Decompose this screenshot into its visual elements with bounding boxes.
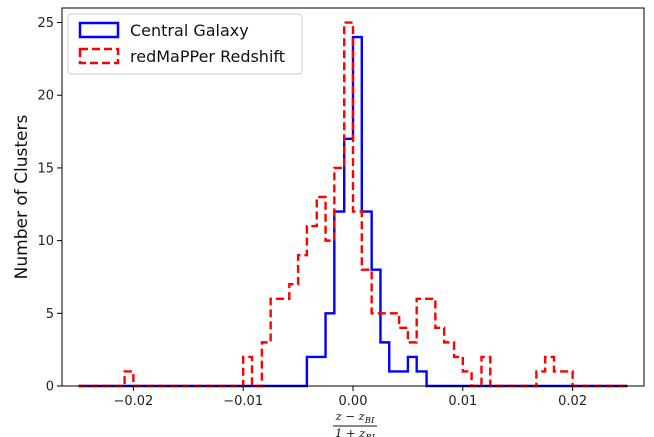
legend-label-redmapper-redshift: redMaPPer Redshift (130, 47, 285, 66)
y-tick-label: 10 (37, 234, 54, 249)
y-tick-label: 20 (37, 89, 54, 104)
x-axis-label-denominator-sub: BI (364, 433, 375, 437)
y-tick-label: 15 (37, 161, 54, 176)
x-tick-label: 0.02 (558, 394, 587, 409)
y-tick-label: 25 (37, 16, 54, 31)
x-tick-label: −0.02 (113, 394, 153, 409)
legend-swatch-redmapper-redshift (78, 47, 120, 65)
legend-box (67, 13, 303, 75)
x-axis-label-numerator: z − zBI (335, 409, 375, 426)
x-axis-label-numerator-sub: BI (364, 416, 375, 426)
histogram-layer (78, 21, 628, 388)
legend: Central Galaxy redMaPPer Redshift (67, 13, 303, 75)
x-axis-label-denominator-main: 1 + z (335, 426, 366, 437)
y-axis-label: Number of Clusters (12, 115, 32, 280)
ticks-layer: −0.02 −0.01 0.00 0.01 0.02 0 5 10 15 20 25 (37, 16, 587, 409)
legend-label-central-galaxy: Central Galaxy (130, 21, 249, 40)
x-tick-label: 0.01 (448, 394, 477, 409)
x-axis-label-numerator-main: z − z (335, 409, 366, 423)
legend-swatch-central-galaxy (78, 21, 120, 39)
x-tick-label: 0.00 (339, 394, 368, 409)
y-tick-label: 5 (46, 307, 54, 322)
x-tick-label: −0.01 (223, 394, 263, 409)
x-axis-label: z − zBI 1 + zBI (333, 409, 377, 437)
series-outline-redmapper-redshift (78, 21, 628, 388)
x-axis-label-denominator: 1 + zBI (335, 426, 376, 437)
y-tick-label: 0 (46, 380, 54, 395)
